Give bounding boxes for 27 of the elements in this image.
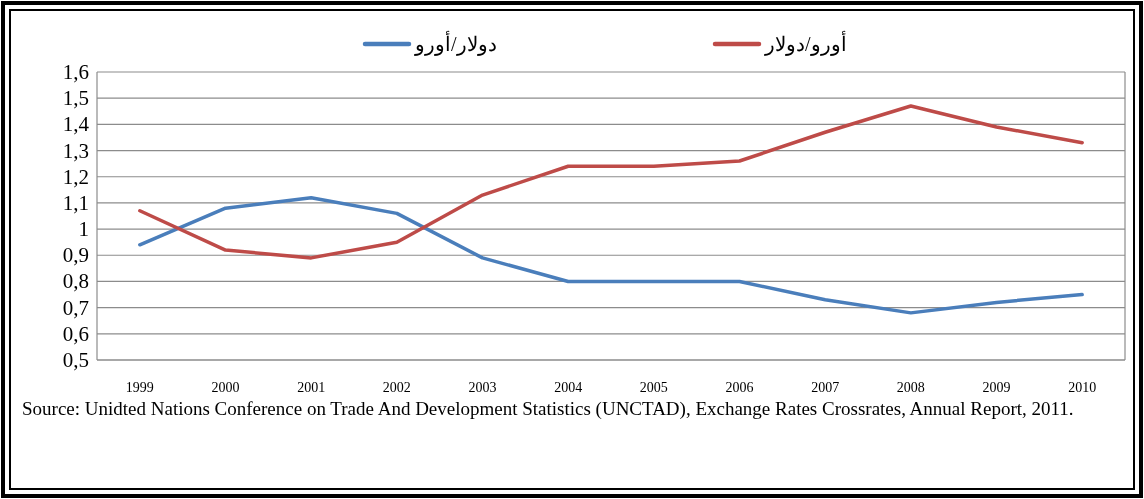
y-tick-label: 1,2 bbox=[62, 164, 89, 189]
x-tick-label: 1999 bbox=[125, 380, 154, 395]
y-tick-label: 0,6 bbox=[62, 321, 89, 346]
x-tick-label: 2002 bbox=[382, 380, 411, 395]
x-tick-label: 2005 bbox=[639, 380, 668, 395]
y-tick-label: 1,1 bbox=[62, 190, 89, 215]
x-tick-label: 2000 bbox=[211, 380, 240, 395]
x-tick-label: 2009 bbox=[982, 380, 1011, 395]
y-tick-label: 1,4 bbox=[62, 112, 90, 137]
x-tick-label: 2001 bbox=[297, 380, 326, 395]
x-tick-label: 2003 bbox=[468, 380, 497, 395]
y-tick-label: 1,5 bbox=[62, 86, 89, 111]
x-tick-label: 2006 bbox=[725, 380, 754, 395]
y-tick-label: 0,7 bbox=[62, 295, 89, 320]
legend-label: دولار/أورو bbox=[414, 30, 497, 56]
x-tick-label: 2008 bbox=[896, 380, 925, 395]
x-tick-label: 2007 bbox=[811, 380, 840, 395]
x-tick-label: 2004 bbox=[554, 380, 583, 395]
legend-label: أورو/دولار bbox=[764, 30, 847, 56]
y-tick-label: 0,8 bbox=[62, 269, 89, 294]
y-tick-label: 0,9 bbox=[62, 243, 89, 268]
y-tick-label: 1,3 bbox=[62, 138, 89, 163]
source-note: Source: Unidted Nations Conference on Trade And Development Statistics (UNCTAD), Exchange Rates Crossrates, Annual Report, 2011. bbox=[22, 398, 1075, 420]
y-tick-label: 1,6 bbox=[62, 60, 89, 84]
y-tick-label: 0,5 bbox=[62, 348, 89, 372]
y-tick-label: 1 bbox=[78, 217, 89, 242]
x-tick-label: 2010 bbox=[1068, 380, 1097, 395]
